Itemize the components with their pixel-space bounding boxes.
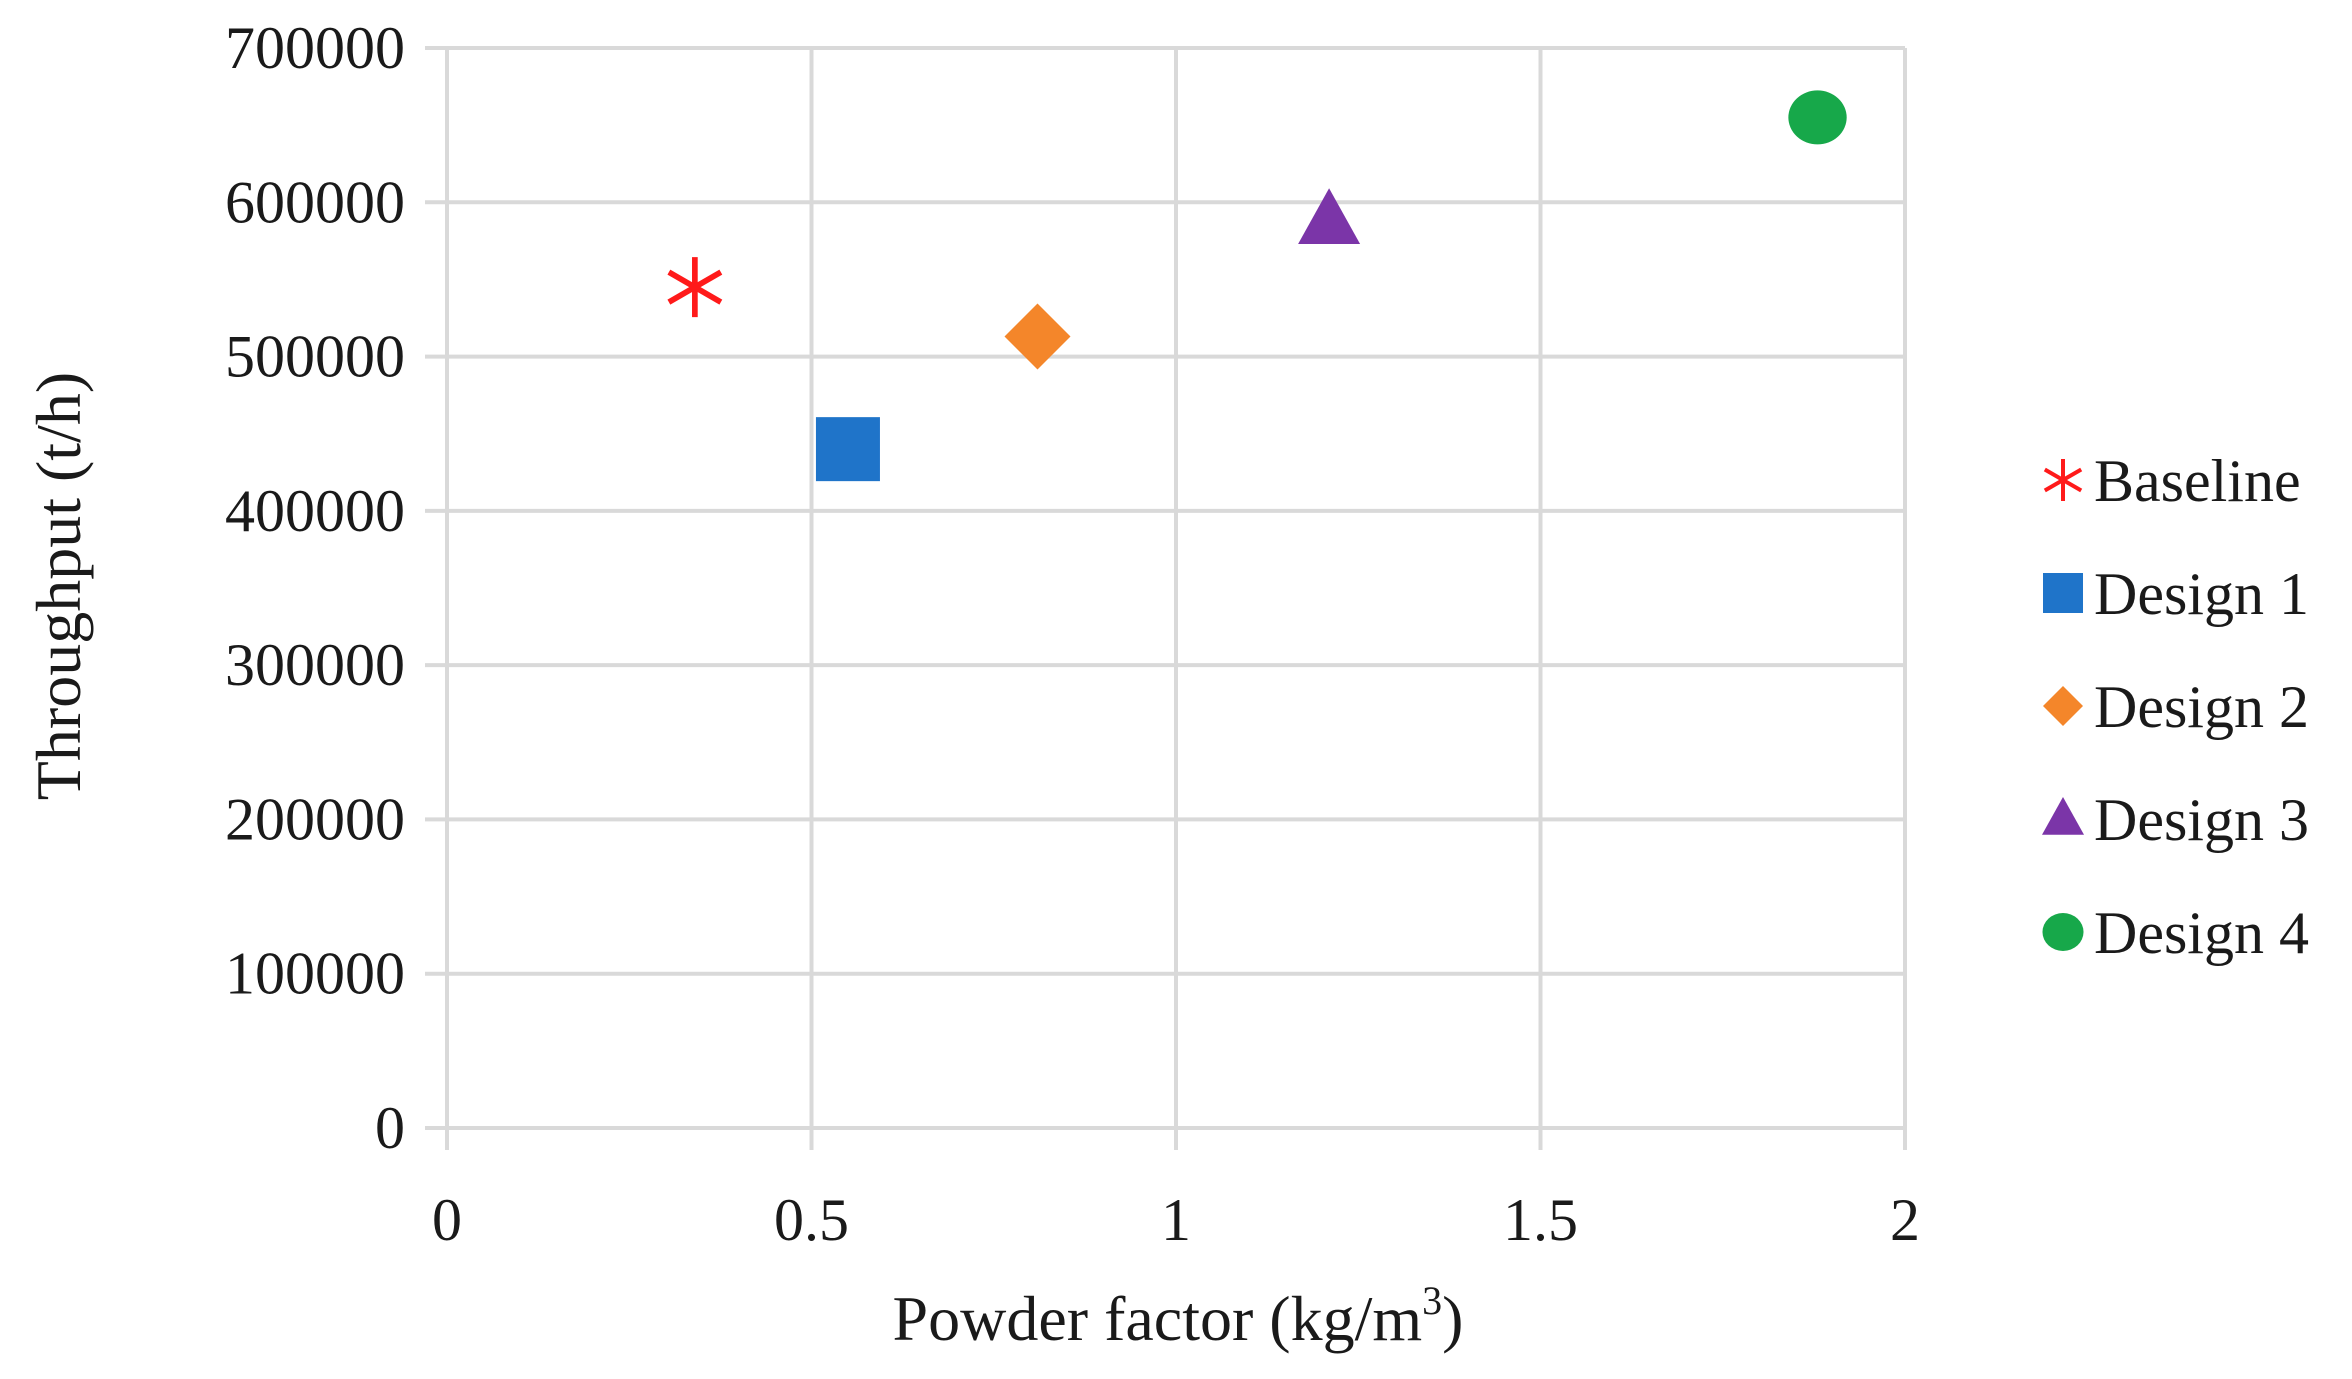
data-point-design-1 <box>815 417 880 482</box>
y-tick-label: 200000 <box>225 786 405 852</box>
x-axis-title-superscript: 3 <box>1422 1278 1442 1323</box>
legend-label: Design 4 <box>2094 900 2309 966</box>
legend-marker-design-3 <box>2042 796 2084 835</box>
data-point-design-3 <box>1298 188 1361 245</box>
y-tick-label: 700000 <box>225 15 405 81</box>
x-tick-label: 2 <box>1890 1187 1920 1253</box>
x-axis-title: Powder factor (kg/m3) <box>893 1278 1464 1354</box>
data-point-design-4 <box>1788 90 1847 145</box>
y-tick-label: 500000 <box>225 324 405 390</box>
legend-marker-design-4 <box>2042 913 2084 951</box>
y-tick-label: 300000 <box>225 632 405 698</box>
legend-label: Design 3 <box>2094 787 2309 853</box>
tick-labels: 0 100000 200000 300000 400000 500000 600000 700… <box>225 15 1920 1253</box>
x-axis-title-close: ) <box>1442 1283 1463 1354</box>
x-tick-label: 1 <box>1161 1187 1191 1253</box>
x-tick-label: 0 <box>432 1187 462 1253</box>
data-point-baseline-stroke <box>667 269 723 305</box>
grid <box>447 46 1907 1128</box>
y-tick-label: 400000 <box>225 478 405 544</box>
x-tick-label: 0.5 <box>774 1187 849 1253</box>
data-point-design-2 <box>1004 303 1071 370</box>
y-axis-title: Throughput (t/h) <box>23 372 94 800</box>
x-axis-title-main: Powder factor (kg/m <box>893 1283 1423 1354</box>
legend: Baseline Design 1 Design 2 Design 3 Design 4 <box>2042 448 2309 966</box>
legend-marker-baseline <box>2043 459 2083 501</box>
legend-marker-baseline-stroke <box>2043 467 2083 493</box>
y-tick-label: 0 <box>375 1095 405 1161</box>
data-point-baseline <box>667 257 723 318</box>
y-tick-label: 100000 <box>225 941 405 1007</box>
y-tick-label: 600000 <box>225 169 405 235</box>
legend-marker-design-2 <box>2043 686 2083 726</box>
axes <box>425 46 1907 1150</box>
legend-label: Baseline <box>2094 448 2301 514</box>
legend-label: Design 2 <box>2094 674 2309 740</box>
legend-marker-design-1 <box>2043 573 2083 613</box>
x-tick-label: 1.5 <box>1503 1187 1578 1253</box>
data-points <box>667 90 1847 482</box>
legend-label: Design 1 <box>2094 561 2309 627</box>
